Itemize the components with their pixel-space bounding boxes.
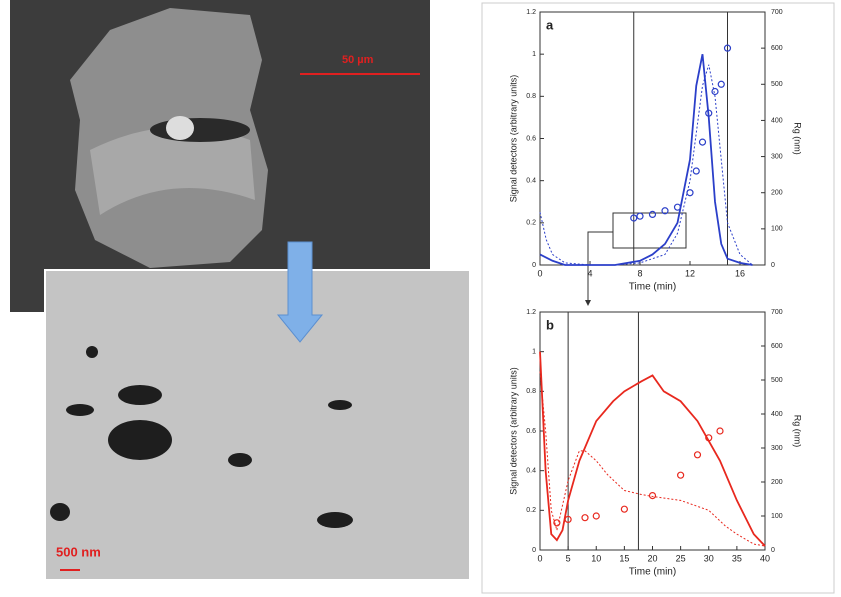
y2-axis-label: Rg (nm)	[793, 415, 803, 448]
x-axis-label: Time (min)	[629, 282, 676, 293]
x-axis-label: Time (min)	[629, 567, 676, 578]
y2-tick-label: 300	[771, 445, 783, 452]
point	[630, 214, 638, 222]
x-tick-label: 12	[685, 268, 695, 278]
point	[636, 212, 644, 220]
point	[716, 427, 724, 435]
aggregates	[50, 346, 353, 528]
y-tick-label: 0.2	[526, 220, 536, 227]
x-tick-label: 5	[566, 553, 571, 563]
y2-tick-label: 0	[771, 262, 775, 269]
y-tick-label: 0.4	[526, 178, 536, 185]
x-tick-label: 20	[647, 553, 657, 563]
series-line	[539, 351, 766, 547]
point	[705, 109, 713, 117]
y-tick-label: 0.6	[526, 135, 536, 142]
point	[592, 512, 600, 520]
point	[620, 505, 628, 513]
point	[686, 189, 694, 197]
point	[711, 87, 719, 96]
x-tick-label: 40	[760, 553, 770, 563]
y-tick-label: 0.4	[526, 468, 536, 475]
chart-panel	[481, 2, 835, 594]
y-axis-label: Signal detectors (arbitrary units)	[508, 367, 518, 495]
connector-head	[585, 300, 591, 306]
y2-tick-label: 500	[771, 81, 783, 88]
point	[648, 492, 657, 500]
y2-tick-label: 100	[771, 226, 783, 233]
y-tick-label: 0	[532, 262, 536, 269]
point	[717, 80, 725, 88]
point	[698, 138, 707, 146]
particle-face	[90, 127, 255, 215]
y-tick-label: 1	[532, 51, 536, 58]
point	[705, 434, 713, 442]
y2-tick-label: 400	[771, 117, 783, 124]
sem-scale-label: 50 µm	[342, 54, 374, 66]
y-tick-label: 0.8	[526, 93, 536, 100]
panel-label: b	[546, 317, 554, 332]
y2-tick-label: 0	[771, 547, 775, 554]
y-tick-label: 1	[532, 349, 536, 356]
point	[648, 210, 657, 218]
point	[581, 514, 589, 522]
y-tick-label: 0.2	[526, 507, 536, 514]
x-tick-label: 35	[732, 553, 742, 563]
arrow	[276, 241, 324, 343]
series-line	[539, 371, 766, 547]
connector	[587, 231, 613, 305]
point	[677, 471, 685, 479]
point	[564, 515, 572, 524]
point	[693, 451, 702, 459]
point	[553, 519, 561, 527]
x-tick-label: 4	[587, 268, 592, 278]
y-tick-label: 0.6	[526, 428, 536, 435]
debris	[166, 116, 194, 140]
point	[673, 203, 682, 211]
y-tick-label: 1.2	[526, 309, 536, 316]
y2-tick-label: 500	[771, 377, 783, 384]
y-tick-label: 0	[532, 547, 536, 554]
point	[723, 44, 732, 52]
y2-tick-label: 200	[771, 479, 783, 486]
x-tick-label: 15	[619, 553, 629, 563]
y2-tick-label: 100	[771, 513, 783, 520]
x-tick-label: 10	[591, 553, 601, 563]
tem-image	[44, 269, 471, 581]
hole	[150, 118, 250, 142]
series-line	[539, 64, 753, 266]
x-tick-label: 0	[537, 268, 542, 278]
x-tick-label: 16	[735, 268, 745, 278]
point	[661, 207, 669, 215]
y-tick-label: 0.8	[526, 388, 536, 395]
y2-tick-label: 600	[771, 343, 783, 350]
y-tick-label: 1.2	[526, 9, 536, 16]
x-tick-label: 30	[704, 553, 714, 563]
y2-tick-label: 700	[771, 309, 783, 316]
point	[692, 167, 700, 175]
y2-tick-label: 600	[771, 45, 783, 52]
x-tick-label: 8	[637, 268, 642, 278]
x-tick-label: 25	[676, 553, 686, 563]
x-tick-label: 0	[537, 553, 542, 563]
y2-tick-label: 400	[771, 411, 783, 418]
y2-axis-label: Rg (nm)	[793, 122, 803, 155]
y2-tick-label: 300	[771, 153, 783, 160]
tem-scale-label: 500 nm	[56, 544, 101, 559]
panel-label: a	[546, 17, 554, 32]
y2-tick-label: 200	[771, 190, 783, 197]
y-axis-label: Signal detectors (arbitrary units)	[508, 75, 518, 203]
y2-tick-label: 700	[771, 9, 783, 16]
